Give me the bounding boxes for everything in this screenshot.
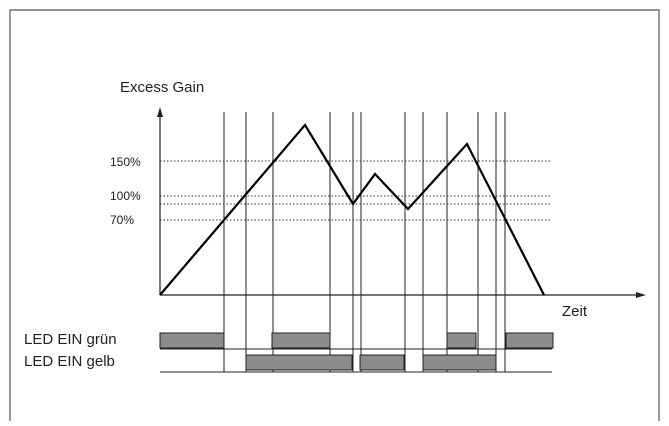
level-label-70: 70% xyxy=(110,213,134,227)
x-axis-arrow-icon xyxy=(636,292,646,298)
led-green-on-bar-1 xyxy=(271,332,331,349)
led-yellow-on-bar-1 xyxy=(359,354,405,371)
led-green-on-bar-2 xyxy=(446,332,477,349)
y-axis-arrow-icon xyxy=(157,107,163,117)
led-yellow-on-bar-0 xyxy=(245,354,353,371)
led-green-label: LED EIN grün xyxy=(24,331,117,348)
led-green-on-bar-3 xyxy=(505,332,554,349)
frame-border xyxy=(9,9,660,421)
led-green-on-bar-0 xyxy=(159,332,225,349)
level-label-100: 100% xyxy=(110,189,141,203)
y-axis-label: Excess Gain xyxy=(120,79,204,96)
excess-gain-curve xyxy=(159,123,545,296)
x-axis-label: Zeit xyxy=(562,303,588,320)
level-label-150: 150% xyxy=(110,155,141,169)
led-yellow-label: LED EIN gelb xyxy=(24,353,115,370)
led-yellow-on-bar-2 xyxy=(422,354,497,371)
